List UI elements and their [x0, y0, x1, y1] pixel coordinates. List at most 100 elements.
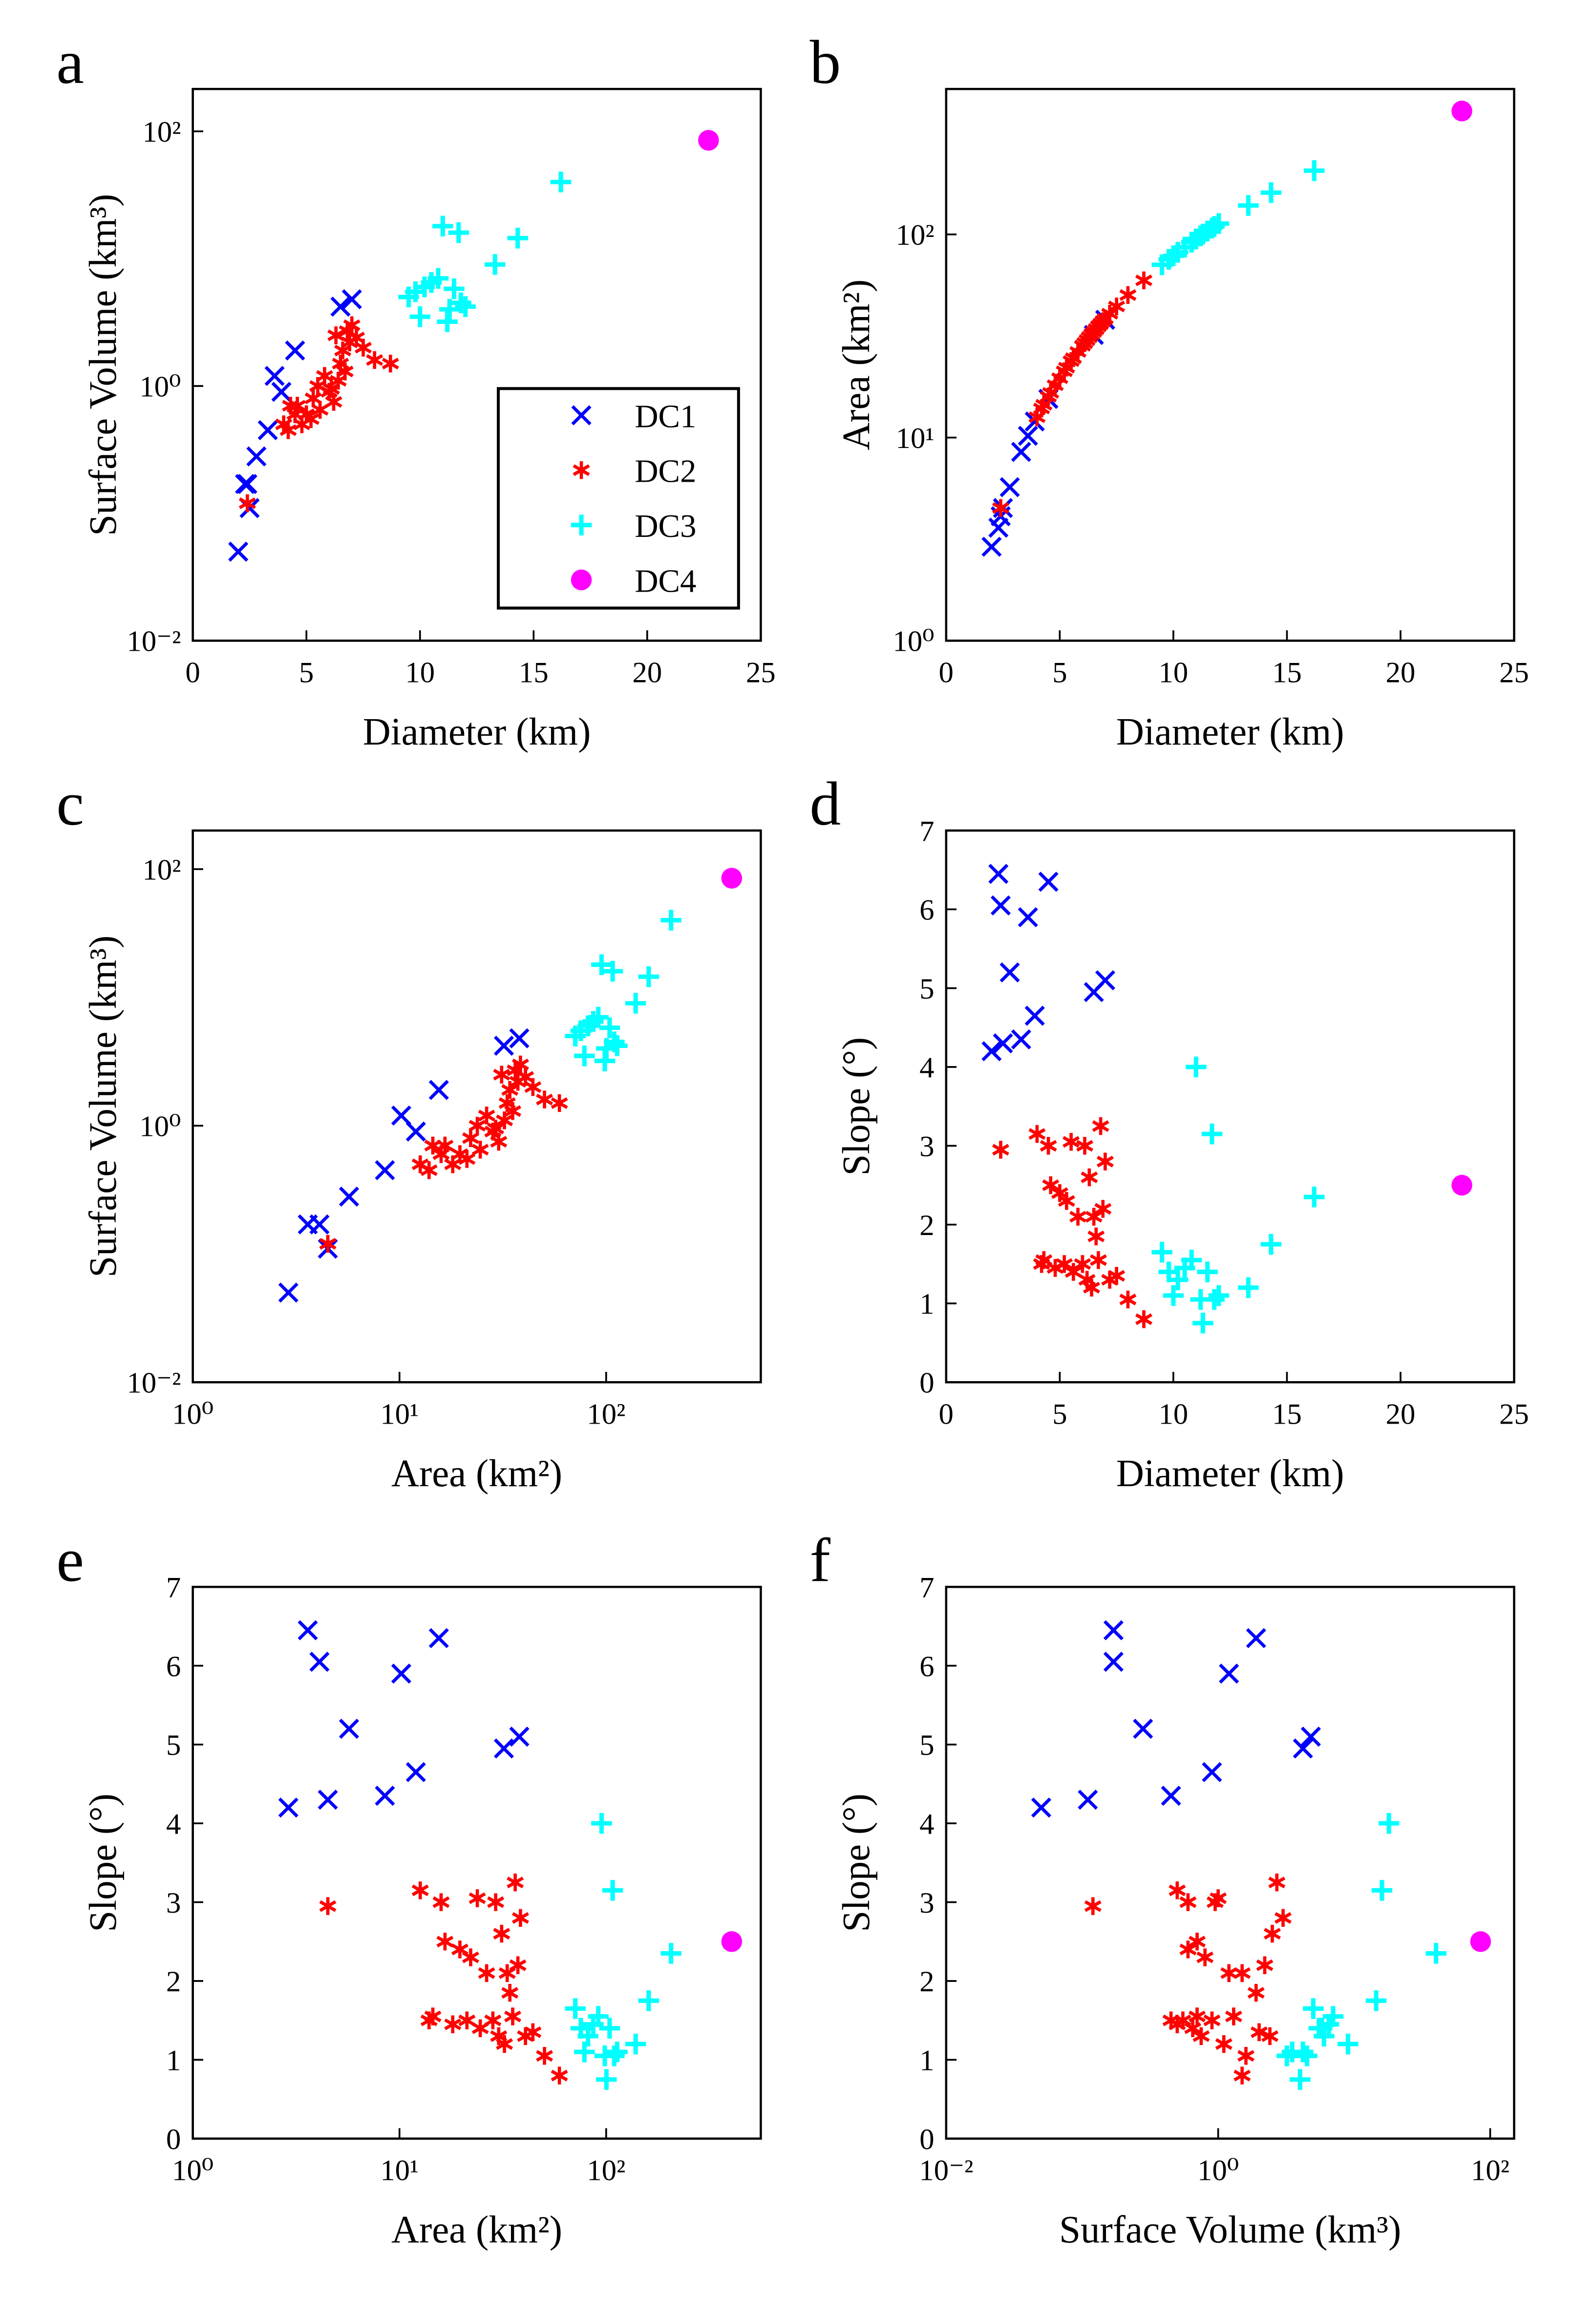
point — [1018, 426, 1038, 446]
point — [1219, 1663, 1239, 1684]
point — [228, 541, 249, 562]
point — [1275, 1909, 1292, 1927]
y-tick-label: 1 — [919, 1288, 934, 1321]
point — [501, 1081, 519, 1099]
point — [574, 1045, 595, 1066]
y-axis-label: Slope (°) — [835, 1793, 878, 1932]
point — [439, 298, 460, 320]
point — [1101, 304, 1119, 323]
point — [289, 397, 306, 415]
point — [405, 1762, 426, 1782]
point — [246, 446, 267, 467]
point — [1092, 1117, 1109, 1135]
point — [355, 339, 372, 357]
y-tick-label: 0 — [166, 2123, 181, 2156]
point — [468, 1116, 486, 1135]
x-axis-label: Surface Volume (km³) — [1059, 2209, 1401, 2251]
point — [437, 311, 458, 332]
x-axis-label: Diameter (km) — [363, 711, 591, 753]
point — [607, 2041, 628, 2063]
point — [1095, 970, 1115, 991]
legend-label: DC1 — [635, 398, 696, 434]
point — [1293, 1738, 1313, 1759]
point — [1276, 2045, 1297, 2067]
point — [1470, 1931, 1491, 1952]
point — [375, 1160, 395, 1180]
point — [1365, 1990, 1387, 2011]
legend-label: DC2 — [635, 453, 696, 490]
point — [536, 2047, 553, 2065]
y-tick-label: 0 — [919, 2123, 934, 2156]
y-axis-label: Surface Volume (km³) — [82, 194, 125, 536]
x-tick-label: 10 — [1159, 1398, 1189, 1430]
legend-marker — [571, 569, 592, 591]
point — [1196, 1948, 1214, 1966]
x-axis-label: Area (km²) — [391, 1452, 562, 1495]
x-tick-label: 10⁰ — [172, 2154, 213, 2187]
point — [1261, 2027, 1279, 2046]
y-tick-label: 4 — [166, 1808, 181, 1840]
point — [318, 1790, 338, 1810]
point — [604, 2045, 625, 2067]
point — [1163, 245, 1184, 266]
point — [325, 393, 342, 411]
point — [1238, 195, 1259, 216]
point — [428, 1080, 449, 1100]
point — [588, 1007, 609, 1028]
point — [1250, 2023, 1268, 2041]
point — [391, 1105, 411, 1126]
point — [721, 1931, 743, 1952]
x-tick-label: 10⁰ — [172, 1398, 213, 1430]
y-tick-label: 10⁻² — [127, 625, 181, 658]
point — [1260, 1234, 1282, 1255]
point — [309, 1651, 330, 1672]
point — [1189, 1932, 1206, 1951]
point — [1300, 1727, 1321, 1747]
point — [1208, 213, 1230, 234]
point — [660, 1943, 681, 1964]
point — [1263, 1924, 1281, 1943]
point — [1085, 1208, 1103, 1226]
point — [450, 292, 471, 314]
y-tick-label: 10² — [143, 116, 181, 149]
point — [366, 351, 383, 369]
point — [501, 1983, 519, 2002]
point — [1256, 1956, 1274, 1974]
y-tick-label: 10⁻² — [127, 1367, 181, 1400]
point — [1094, 1200, 1112, 1218]
point — [588, 2006, 609, 2027]
point — [436, 1932, 454, 1951]
x-axis-label: Diameter (km) — [1116, 1452, 1344, 1495]
point — [1206, 1893, 1224, 1911]
point — [509, 1727, 530, 1747]
point — [596, 2069, 617, 2090]
y-tick-label: 10² — [143, 853, 181, 886]
y-tick-label: 3 — [919, 1130, 934, 1163]
point — [638, 966, 659, 987]
point — [1451, 1174, 1472, 1196]
point — [327, 326, 345, 344]
point — [509, 1028, 530, 1048]
point — [1304, 1186, 1325, 1208]
panel-label: d — [810, 769, 841, 838]
point — [625, 993, 646, 1014]
point — [1233, 1964, 1251, 1982]
point — [1237, 2047, 1255, 2065]
point — [591, 954, 612, 975]
point — [999, 962, 1020, 982]
point — [551, 2067, 568, 2085]
y-tick-label: 10² — [896, 219, 935, 252]
point — [278, 1797, 298, 1818]
subplot: 10⁻² 10⁰ 10² 0 1 2 3 4 5 6 7 Surface Volume (km³) Sl… — [810, 1525, 1515, 2251]
legend-label: DC4 — [635, 563, 696, 599]
x-tick-label: 10¹ — [380, 2154, 419, 2187]
point — [427, 268, 449, 289]
point — [493, 1738, 514, 1759]
point — [1225, 2007, 1242, 2026]
y-tick-label: 10⁰ — [139, 370, 181, 403]
point — [1024, 1005, 1045, 1026]
y-tick-label: 5 — [919, 1729, 934, 1762]
point — [1018, 907, 1038, 928]
point — [551, 1094, 568, 1112]
point — [625, 2033, 646, 2055]
